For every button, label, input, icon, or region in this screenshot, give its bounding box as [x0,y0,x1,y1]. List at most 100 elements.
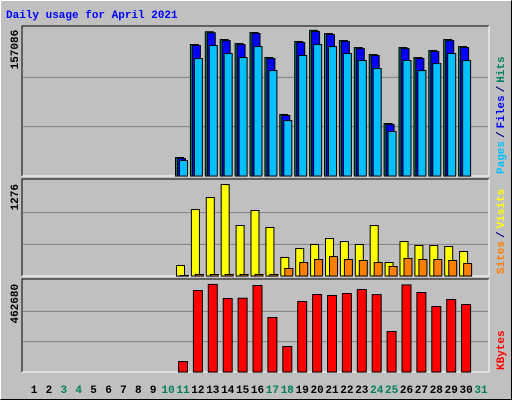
bar [237,297,248,373]
x-tick-label: 7 [120,385,127,397]
x-tick-label: 21 [325,385,339,397]
x-tick-label: 1 [31,385,38,397]
legend-entry: Sites [496,241,508,274]
bar [433,258,443,277]
bar [343,258,353,277]
legend: Sites / Visits [496,189,508,274]
bar [223,53,233,177]
bar [387,131,397,177]
bar [401,284,412,373]
bar [329,256,338,277]
bar [461,303,472,373]
bar [299,262,309,277]
y-tick-label: 1276 [10,184,22,210]
bar [417,70,427,177]
x-tick-label: 6 [105,385,112,397]
bar [327,294,337,373]
x-tick-label: 31 [474,385,488,397]
bar [388,265,398,277]
panel-edge-dark [21,178,489,276]
x-tick-label: 17 [266,385,279,397]
bar [341,292,352,373]
bar [190,209,200,277]
x-tick-label: 20 [310,385,323,397]
bar [432,63,442,177]
bar [357,60,367,177]
bar [403,257,413,277]
bar [416,292,427,373]
bar [194,273,204,277]
x-tick-label: 13 [206,385,220,397]
x-tick-label: 10 [161,385,174,397]
x-tick-label: 24 [370,385,384,397]
y-tick-label: 157086 [10,30,22,70]
bar [284,267,294,277]
bar [448,259,458,277]
bar [418,258,428,277]
panel-edge-dark [21,278,489,372]
panel-edge-dark [21,25,489,176]
x-tick-label: 29 [445,385,458,397]
bar [254,273,264,277]
bar [312,294,323,373]
bar [239,273,249,277]
legend-entry: Files [496,95,508,128]
bar [402,60,412,177]
bar [179,159,188,177]
y-tick-label: 462680 [10,284,22,324]
x-tick-label: 23 [355,385,369,397]
bar [205,197,215,277]
bar [342,53,352,177]
bar [220,184,230,277]
bar [207,283,218,373]
x-tick-label: 27 [415,385,428,397]
x-tick-label: 25 [385,385,399,397]
bar [462,60,472,177]
x-tick-label: 2 [46,385,53,397]
panel-edge-light [22,279,490,373]
bar [267,317,278,373]
x-tick-label: 3 [60,385,67,397]
x-tick-label: 30 [459,385,472,397]
bar [282,345,293,373]
legend-separator: / [496,85,508,92]
bar [180,274,189,277]
x-tick-label: 16 [251,385,264,397]
bar [252,284,263,373]
bar [192,290,203,373]
bar [358,259,368,277]
x-tick-label: 26 [400,385,413,397]
bar [238,57,248,177]
bar [373,262,383,277]
legend-entry: Pages [496,141,508,174]
legend-separator: / [496,131,508,138]
bar [283,120,293,177]
x-tick-label: 4 [75,385,82,397]
x-tick-label: 12 [191,385,204,397]
bar [222,298,233,373]
bar [176,264,185,277]
x-tick-label: 14 [221,385,235,397]
bar [328,46,337,177]
bar [447,53,457,177]
bar [178,360,188,373]
bar [463,263,473,277]
legend-entry: Visits [496,189,508,229]
x-tick-label: 5 [90,385,97,397]
bar [298,54,308,177]
bar [386,330,397,373]
bar [431,305,442,373]
x-tick-label: 19 [296,385,309,397]
bar [314,258,324,277]
bar [313,44,323,177]
x-tick-label: 11 [176,385,190,397]
chart-title: Daily usage for April 2021 [6,10,178,22]
bar [356,288,367,373]
bar [224,273,234,277]
legend-entry: KBytes [496,330,508,370]
bar [372,68,382,177]
bar [253,46,263,177]
bar [446,298,457,373]
bar [371,294,382,373]
